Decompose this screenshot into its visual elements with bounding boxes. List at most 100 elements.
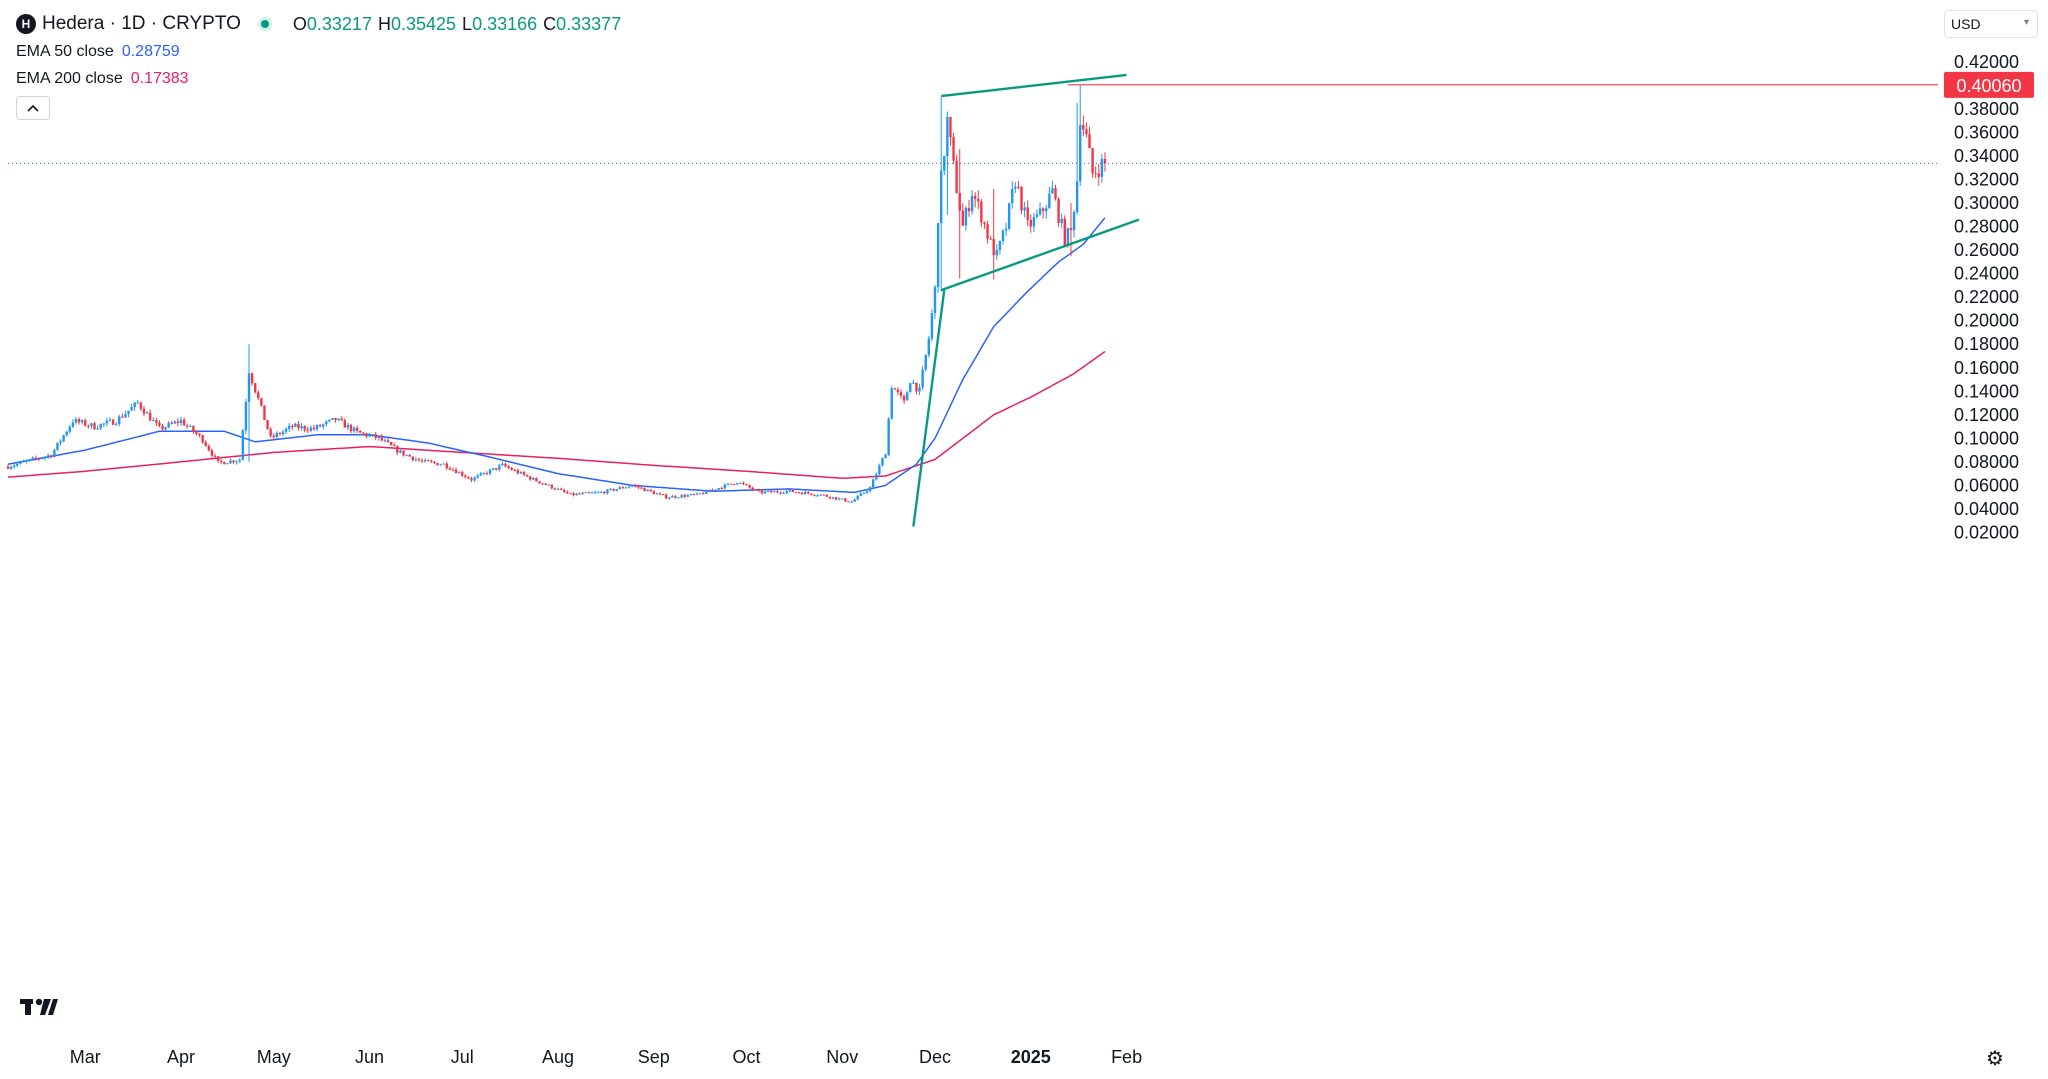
candle-body [865,491,869,493]
symbol-title[interactable]: Hedera · 1D · CRYPTO [42,13,241,34]
candle-body [689,494,693,496]
candle [572,491,575,497]
candle [198,432,201,438]
candle-body [498,465,501,470]
currency-selector[interactable]: USD ▾ [1944,10,2038,38]
candle-body [998,241,1002,250]
candle [705,489,708,494]
close-label: C [543,14,557,34]
candle [600,491,603,494]
open-label: O [292,14,307,34]
candle [470,476,473,483]
candle-body [318,425,322,427]
candle [1088,126,1091,149]
candle-body [220,460,223,463]
indicator-ema200[interactable]: EMA 200 close 0.17383 [16,65,621,92]
candle-body [263,405,266,421]
candle [643,487,646,492]
candle [300,422,303,431]
candle [909,382,912,393]
candle-body [343,420,347,428]
settings-gear-icon[interactable]: ⚙ [1986,1048,2004,1070]
time-axis[interactable]: Mar Apr May Jun Jul Aug Sep Oct Nov Dec 2025 Feb [70,1047,1142,1067]
candle [1004,222,1008,236]
candle-body [189,425,192,427]
candle [661,493,665,495]
candle-body [337,418,340,421]
candle-body [847,501,850,503]
candle [22,459,25,463]
candle [46,453,50,460]
candle [263,405,266,421]
candle [519,470,523,475]
candle [1060,213,1063,229]
candle-body [532,478,535,480]
x-tick-label: Nov [826,1047,858,1067]
candle [1079,84,1082,186]
candle [791,488,795,493]
candle [50,454,53,459]
candle-body [1045,208,1048,212]
candle-body [114,424,118,426]
candle [711,488,714,492]
candle-body [556,488,560,490]
candle [269,426,272,439]
candle [114,421,118,426]
candle-body [53,449,56,458]
candle-body [62,435,65,442]
candle [204,440,207,447]
collapse-legend-button[interactable] [16,96,50,120]
candle-body [362,432,365,434]
candle [74,416,78,425]
candle-body [235,461,238,463]
candle-body [145,412,149,414]
candle [723,483,727,490]
candle-body [1032,216,1036,227]
candle-body [535,478,538,482]
candle-body [257,392,260,399]
candle-body [430,461,433,463]
candle [158,420,161,428]
candle [872,478,875,488]
candles-layer [6,84,1107,503]
price-axis[interactable]: 0.420000.400000.380000.360000.340000.320… [1944,52,2034,542]
candle-body [927,338,931,355]
candle-body [763,491,767,494]
candle-body [878,465,881,475]
x-tick-label: Sep [638,1047,670,1067]
candle [6,464,10,470]
candle-body [223,462,226,465]
y-tick-label: 0.42000 [1954,52,2019,72]
indicator-ema50[interactable]: EMA 50 close 0.28759 [16,38,621,65]
candle [244,398,248,435]
candle [847,501,850,503]
tradingview-logo-icon[interactable] [20,998,58,1021]
candle-body [770,490,773,493]
resistance-price-tag: 0.40060 [1944,71,2034,98]
y-tick-label: 0.34000 [1954,146,2019,166]
candle-body [331,418,334,420]
candle-body [1004,228,1008,231]
candle [859,492,863,497]
candle [893,387,897,390]
candle-body [896,389,900,393]
candle-body [195,431,198,434]
candle-body [596,492,600,494]
candle [884,453,887,459]
candle-body [967,207,971,212]
candle [899,389,903,399]
candle [513,468,516,472]
candle [479,471,482,476]
candle [708,489,711,492]
candle [84,418,87,427]
candle [136,399,139,404]
symbol-row[interactable]: H Hedera · 1D · CRYPTO O 0.33217 H 0.35425… [16,10,621,38]
candle [28,458,31,462]
candle-body [439,464,442,466]
candle [915,382,918,395]
candle [804,490,807,495]
candle-body [176,421,180,424]
candle [405,454,408,457]
